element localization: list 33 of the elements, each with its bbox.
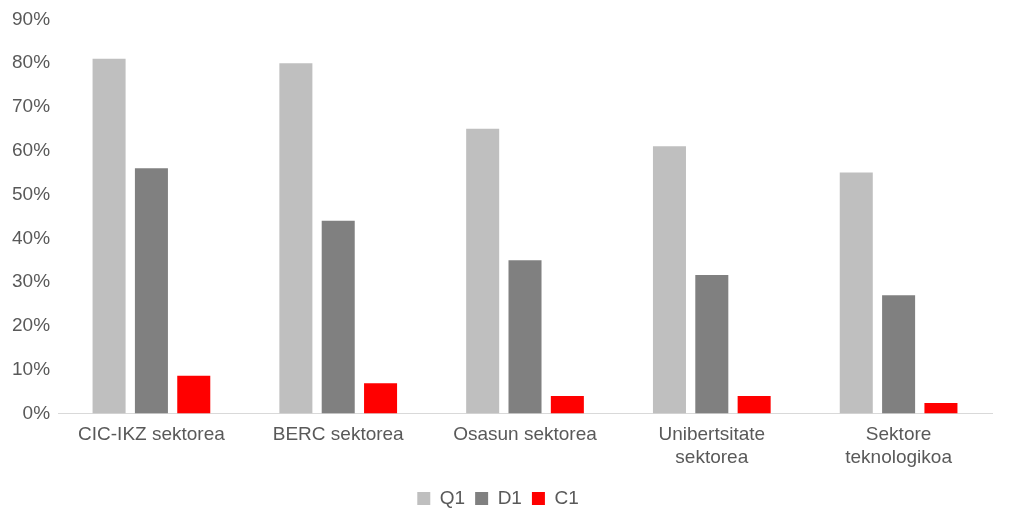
legend-label: C1 bbox=[554, 486, 579, 508]
legend-label: Q1 bbox=[439, 486, 466, 508]
bar bbox=[737, 395, 771, 414]
bar bbox=[321, 220, 355, 414]
y-tick-label: 20% bbox=[12, 314, 51, 336]
y-tick-label: 30% bbox=[12, 270, 51, 292]
x-tick-label: CIC-IKZ sektorea bbox=[78, 423, 226, 445]
bar bbox=[134, 168, 168, 414]
y-tick-label: 80% bbox=[12, 51, 51, 73]
y-tick-label: 90% bbox=[12, 7, 51, 29]
y-tick-label: 40% bbox=[12, 226, 51, 248]
bar bbox=[92, 58, 126, 414]
y-tick-label: 60% bbox=[12, 138, 51, 160]
bar bbox=[652, 146, 686, 414]
y-tick-label: 50% bbox=[12, 182, 51, 204]
bar bbox=[279, 63, 313, 414]
bar bbox=[924, 402, 958, 414]
bar bbox=[466, 128, 500, 414]
legend-label: D1 bbox=[497, 486, 522, 508]
bar bbox=[882, 295, 916, 414]
x-tick-label: BERC sektorea bbox=[272, 423, 405, 445]
bar bbox=[550, 395, 584, 414]
bar bbox=[177, 375, 211, 414]
y-tick-label: 70% bbox=[12, 95, 51, 117]
y-tick-label: 10% bbox=[12, 357, 51, 379]
x-tick-label: Sektore teknologikoa bbox=[845, 423, 953, 467]
bar bbox=[839, 172, 873, 414]
bar bbox=[364, 383, 398, 414]
y-tick-label: 0% bbox=[22, 401, 51, 423]
x-tick-label: Unibertsitate sektorea bbox=[658, 423, 766, 467]
bar bbox=[508, 260, 542, 414]
bar bbox=[695, 275, 729, 414]
x-tick-label: Osasun sektorea bbox=[453, 423, 598, 445]
